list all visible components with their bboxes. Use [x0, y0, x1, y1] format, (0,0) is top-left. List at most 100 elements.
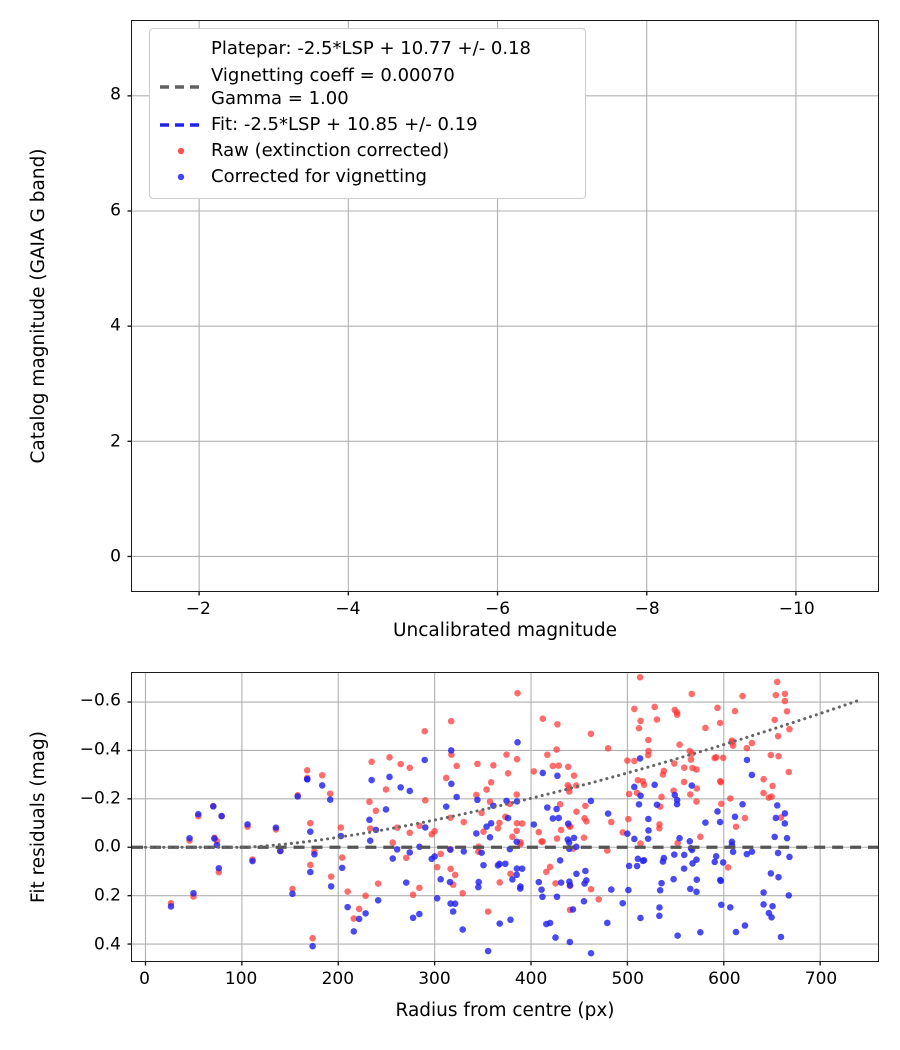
residual-point-corrected	[783, 834, 791, 842]
residual-point-corrected	[785, 892, 793, 899]
residual-point-corrected	[513, 865, 521, 872]
residual-point-raw	[337, 824, 345, 831]
residual-point-raw	[604, 847, 611, 854]
residual-point-corrected	[566, 882, 574, 889]
residual-point-raw	[767, 751, 775, 759]
tick-marks	[127, 701, 821, 966]
x-tick-label: −10	[778, 599, 815, 619]
residual-point-corrected	[289, 890, 296, 898]
residual-point-corrected	[726, 904, 734, 911]
residual-point-raw	[786, 725, 793, 733]
residual-point-raw	[507, 870, 514, 878]
residual-point-raw	[460, 818, 468, 826]
residual-point-raw	[421, 797, 429, 804]
residual-point-corrected	[557, 879, 565, 886]
residual-point-corrected	[717, 877, 725, 885]
legend-label-gamma: Gamma = 1.00	[211, 88, 349, 109]
residual-point-raw	[459, 889, 467, 897]
residual-point-corrected	[362, 910, 369, 917]
legend-entry-fit: Fit: -2.5*LSP + 10.85 +/- 0.19	[159, 112, 574, 138]
residual-point-corrected	[502, 860, 509, 868]
residual-point-raw	[653, 716, 661, 723]
residual-point-corrected	[355, 915, 363, 923]
residual-point-corrected	[644, 835, 652, 842]
residual-point-raw	[634, 776, 642, 784]
residual-point-raw	[473, 791, 480, 799]
residual-point-raw	[338, 854, 346, 861]
residual-point-corrected	[680, 851, 688, 859]
residual-point-raw	[386, 754, 393, 761]
legend-label-raw: Raw (extinction corrected)	[211, 140, 450, 162]
residual-point-raw	[739, 692, 746, 700]
residual-point-corrected	[446, 878, 454, 886]
residual-point-raw	[624, 757, 631, 764]
residual-point-raw	[702, 724, 709, 732]
residual-point-corrected	[459, 926, 467, 933]
residual-point-raw	[587, 885, 595, 893]
residual-point-corrected	[344, 903, 351, 911]
residual-point-corrected	[741, 922, 749, 929]
residual-point-raw	[631, 757, 638, 765]
residual-point-corrected	[555, 814, 562, 822]
residual-point-corrected	[688, 782, 696, 789]
residual-point-corrected	[581, 880, 588, 887]
residual-point-corrected	[565, 839, 573, 846]
residual-point-corrected	[409, 914, 417, 922]
residual-point-corrected	[772, 814, 780, 822]
residual-point-raw	[686, 791, 694, 798]
residual-point-raw	[494, 825, 502, 832]
top-y-axis-label: Catalog magnitude (GAIA G band)	[28, 148, 49, 464]
residual-point-raw	[595, 896, 602, 903]
residual-point-corrected	[406, 849, 414, 856]
residual-point-raw	[546, 863, 554, 871]
residual-point-corrected	[587, 949, 595, 957]
residual-point-corrected	[656, 886, 664, 894]
residual-point-raw	[726, 795, 734, 802]
residual-point-corrected	[777, 933, 785, 941]
residual-point-raw	[656, 825, 663, 832]
legend-label-vignetting-coeff: Vignetting coeff = 0.00070	[211, 64, 455, 86]
residual-point-corrected	[393, 846, 401, 853]
residual-point-corrected	[625, 862, 633, 870]
y-tick-label: −0.4	[79, 739, 121, 760]
residual-point-raw	[769, 782, 776, 790]
residual-point-raw	[556, 801, 564, 808]
residual-point-corrected	[402, 879, 410, 886]
y-tick-label: 4	[110, 315, 121, 336]
residual-point-corrected	[507, 916, 514, 924]
residual-point-corrected	[739, 800, 746, 808]
tick-marks	[127, 95, 797, 596]
residual-point-raw	[554, 721, 561, 728]
residual-point-corrected	[680, 865, 688, 872]
residual-point-raw	[573, 808, 580, 815]
residual-point-corrected	[773, 802, 781, 809]
residual-point-raw	[557, 826, 565, 834]
residual-point-raw	[640, 781, 648, 789]
residual-point-raw	[496, 819, 503, 827]
residual-point-raw	[635, 724, 643, 732]
residual-point-raw	[309, 934, 316, 942]
residual-point-corrected	[518, 865, 526, 872]
residual-point-corrected	[167, 903, 175, 910]
residual-point-corrected	[570, 834, 578, 842]
residual-point-corrected	[719, 859, 727, 866]
residual-point-corrected	[503, 797, 510, 805]
residual-point-raw	[368, 758, 375, 766]
residual-point-corrected	[487, 819, 495, 827]
residual-point-raw	[513, 755, 521, 763]
residual-point-corrected	[775, 873, 782, 881]
residual-point-raw	[484, 908, 492, 915]
residual-point-corrected	[729, 848, 737, 856]
x-tick-label: 200	[321, 969, 355, 989]
legend-label-platepar: Platepar: -2.5*LSP + 10.77 +/- 0.18	[211, 38, 531, 60]
legend-label-vignetting-group: Vignetting coeff = 0.00070 Gamma = 1.00	[211, 64, 455, 110]
residual-point-corrected	[633, 862, 641, 870]
residual-point-corrected	[272, 824, 280, 831]
residual-point-corrected	[496, 920, 503, 927]
residual-point-raw	[539, 838, 546, 845]
residual-point-corrected	[366, 837, 374, 844]
y-tick-label: 2	[110, 431, 121, 452]
residual-point-raw	[406, 764, 414, 772]
residual-point-corrected	[554, 772, 561, 780]
residual-point-raw	[693, 798, 700, 805]
